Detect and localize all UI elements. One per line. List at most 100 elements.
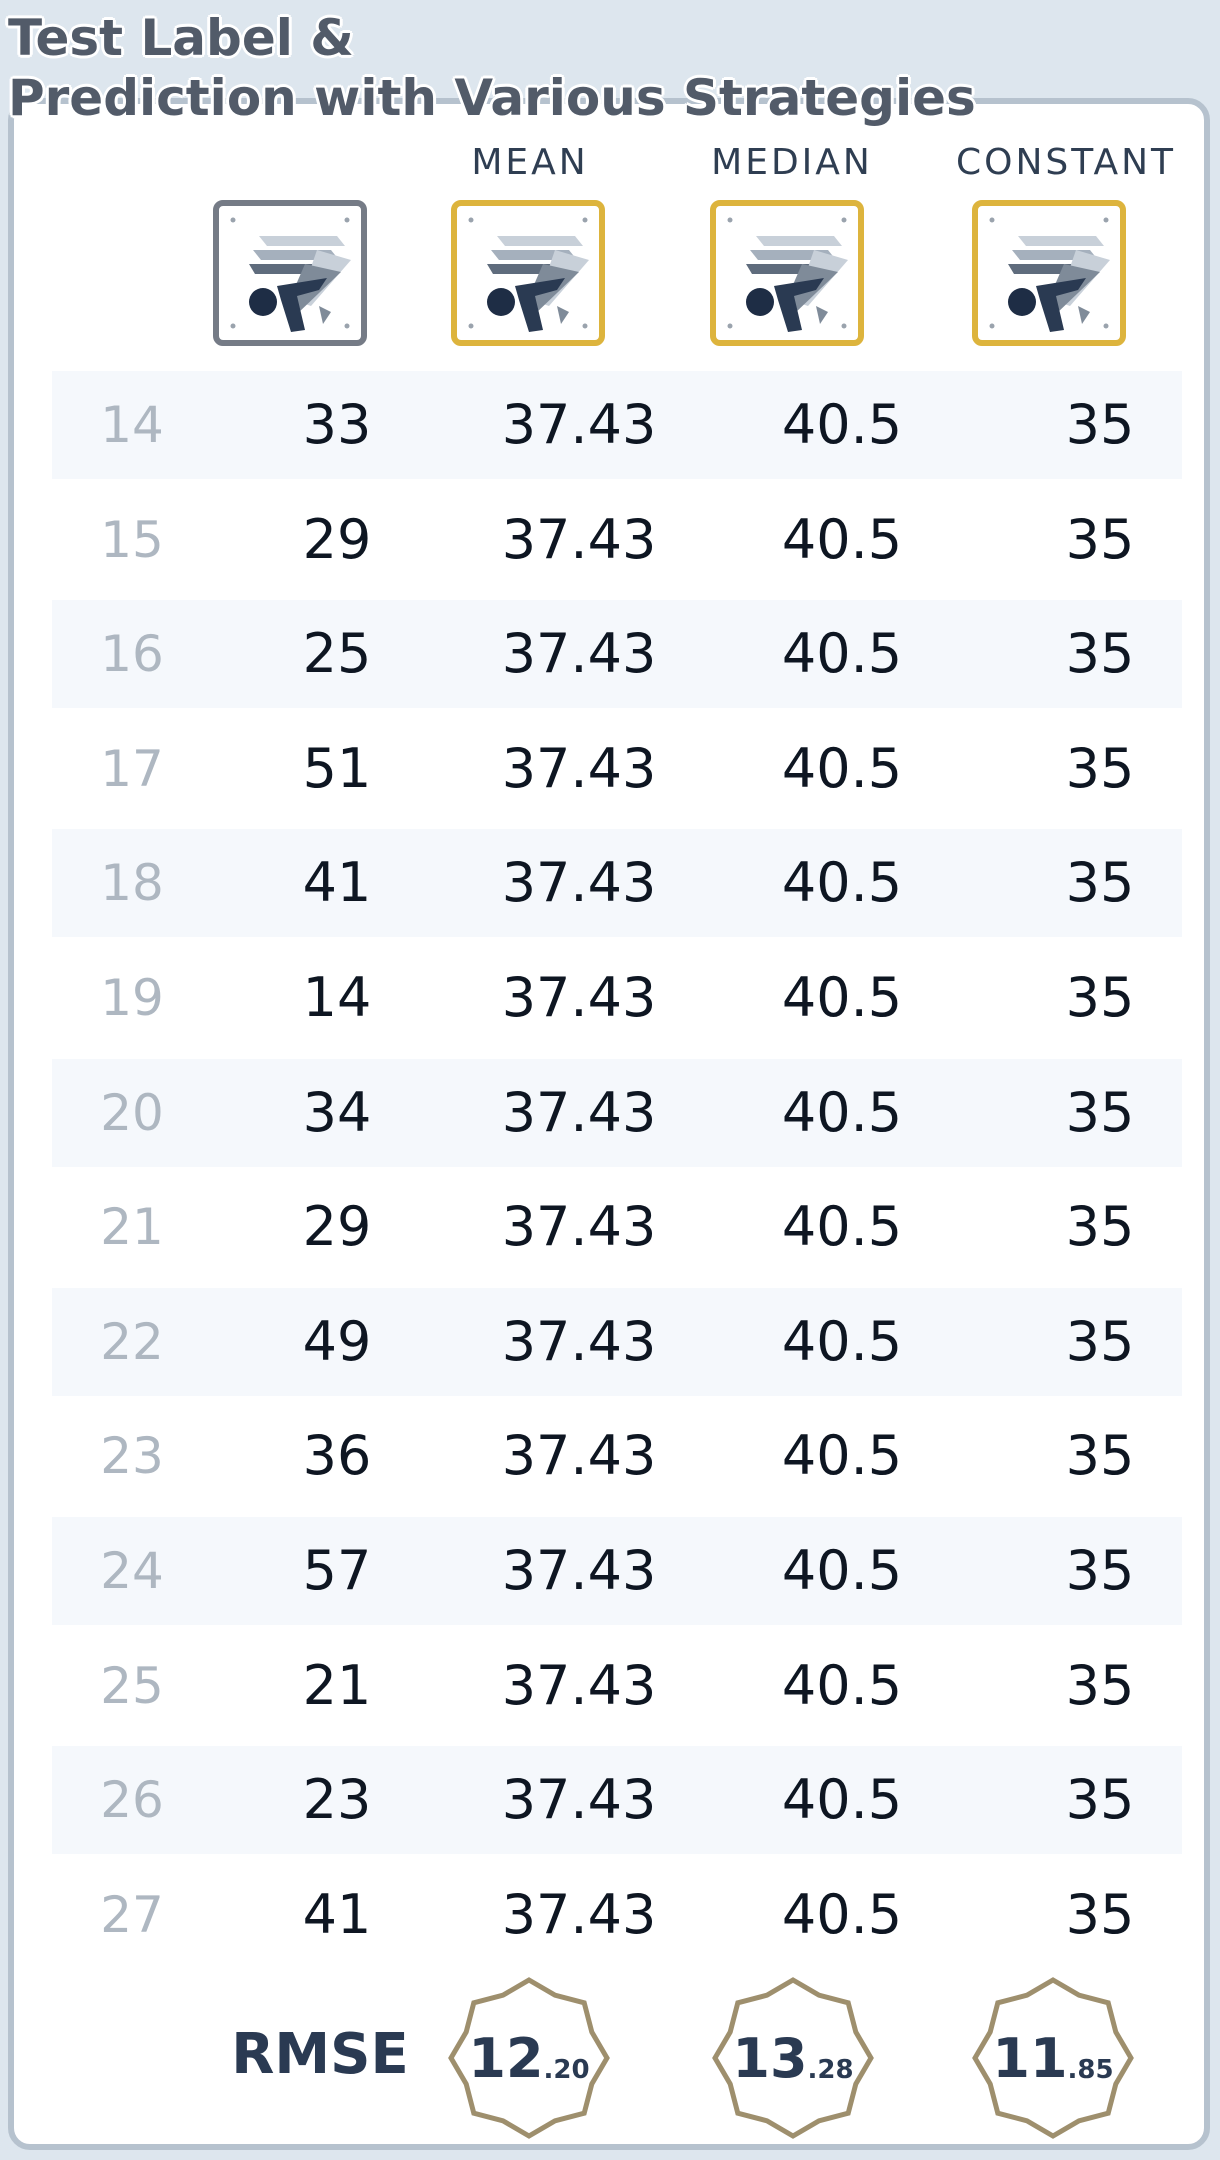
constant-value: 35 (1065, 507, 1135, 571)
test-label-value: 14 (302, 966, 372, 1029)
rmse-constant-dec: .85 (1067, 2055, 1114, 2085)
test-label-value: 36 (302, 1424, 372, 1488)
mean-value: 37.43 (501, 622, 657, 686)
median-value: 40.5 (781, 1424, 903, 1488)
rmse-median-dec: .28 (807, 2055, 854, 2085)
mean-value: 37.43 (501, 851, 657, 915)
constant-value: 35 (1065, 1653, 1135, 1717)
row-index: 25 (100, 1656, 164, 1715)
table-row: 24 57 37.43 40.5 35 (52, 1517, 1182, 1625)
row-index: 15 (100, 510, 164, 569)
mean-value: 37.43 (501, 1768, 657, 1832)
constant-value: 35 (1065, 1195, 1135, 1259)
constant-value: 35 (1065, 736, 1135, 800)
row-index: 26 (100, 1771, 164, 1830)
constant-value: 35 (1065, 1539, 1135, 1602)
table-row: 26 23 37.43 40.5 35 (52, 1746, 1182, 1855)
row-index: 16 (100, 625, 164, 684)
test-label-value: 34 (302, 1080, 372, 1144)
test-label-value: 25 (302, 622, 372, 686)
row-index: 27 (100, 1885, 164, 1944)
median-strategy-icon (710, 200, 864, 346)
regression-icon (230, 217, 351, 332)
title-line-2: Prediction with Various Strategies (8, 69, 976, 127)
test-label-value: 33 (302, 393, 372, 456)
test-label-value: 57 (302, 1539, 372, 1602)
median-value: 40.5 (781, 1653, 903, 1717)
mean-value: 37.43 (501, 1653, 657, 1717)
table-row: 27 41 37.43 40.5 35 (52, 1861, 1182, 1969)
rmse-median-int: 13 (732, 2026, 808, 2090)
table-row: 18 41 37.43 40.5 35 (52, 829, 1182, 938)
median-value: 40.5 (781, 851, 903, 915)
constant-value: 35 (1065, 1424, 1135, 1488)
column-header-constant: CONSTANT (956, 142, 1176, 183)
row-index: 22 (100, 1312, 164, 1371)
median-value: 40.5 (781, 507, 903, 571)
test-label-value: 41 (302, 851, 372, 915)
constant-value: 35 (1065, 1080, 1135, 1144)
rmse-mean-int: 12 (468, 2026, 544, 2090)
test-label-value: 51 (302, 736, 372, 800)
constant-value: 35 (1065, 622, 1135, 686)
test-label-value: 49 (302, 1309, 372, 1373)
constant-value: 35 (1065, 1882, 1135, 1946)
median-value: 40.5 (781, 1080, 903, 1144)
row-index: 14 (100, 396, 164, 454)
table-row: 22 49 37.43 40.5 35 (52, 1287, 1182, 1396)
mean-value: 37.43 (501, 1195, 657, 1259)
test-label-value: 21 (302, 1653, 372, 1717)
table-row: 20 34 37.43 40.5 35 (52, 1058, 1182, 1167)
median-value: 40.5 (781, 966, 903, 1029)
constant-value: 35 (1065, 393, 1135, 456)
median-value: 40.5 (781, 1195, 903, 1259)
row-index: 20 (100, 1083, 164, 1142)
mean-value: 37.43 (501, 736, 657, 800)
test-label-value: 41 (302, 1882, 372, 1946)
mean-value: 37.43 (501, 393, 657, 456)
median-value: 40.5 (781, 1539, 903, 1602)
regression-icon (989, 217, 1110, 332)
table-row: 15 29 37.43 40.5 35 (52, 486, 1182, 594)
column-header-median: MEDIAN (711, 142, 873, 183)
mean-strategy-icon (451, 200, 605, 346)
row-index: 18 (100, 854, 164, 913)
mean-value: 37.43 (501, 966, 657, 1029)
constant-value: 35 (1065, 1309, 1135, 1373)
median-value: 40.5 (781, 1882, 903, 1946)
test-label-icon (213, 200, 367, 346)
test-label-value: 29 (302, 1195, 372, 1259)
table-row: 25 21 37.43 40.5 35 (52, 1632, 1182, 1740)
page-title: Test Label & Prediction with Various Str… (8, 8, 976, 128)
row-index: 17 (100, 739, 164, 798)
column-header-mean: MEAN (471, 142, 589, 183)
rmse-badge-mean: 12.20 (446, 1975, 612, 2141)
regression-icon (727, 217, 848, 332)
constant-value: 35 (1065, 966, 1135, 1029)
title-line-1: Test Label & (8, 9, 354, 67)
rmse-constant-int: 11 (992, 2026, 1068, 2090)
table-row: 14 33 37.43 40.5 35 (52, 371, 1182, 479)
constant-strategy-icon (972, 200, 1126, 346)
rmse-badge-median: 13.28 (710, 1975, 876, 2141)
row-index: 24 (100, 1542, 164, 1600)
mean-value: 37.43 (501, 1309, 657, 1373)
constant-value: 35 (1065, 1768, 1135, 1832)
mean-value: 37.43 (501, 1539, 657, 1602)
regression-icon (468, 217, 589, 332)
rmse-label: RMSE (231, 2022, 409, 2087)
constant-value: 35 (1065, 851, 1135, 915)
table-row: 21 29 37.43 40.5 35 (52, 1173, 1182, 1281)
mean-value: 37.43 (501, 1080, 657, 1144)
rmse-mean-dec: .20 (543, 2055, 590, 2085)
row-index: 19 (100, 969, 164, 1027)
test-label-value: 29 (302, 507, 372, 571)
table-row: 17 51 37.43 40.5 35 (52, 715, 1182, 823)
median-value: 40.5 (781, 622, 903, 686)
rmse-badge-constant: 11.85 (970, 1975, 1136, 2141)
mean-value: 37.43 (501, 1882, 657, 1946)
test-label-value: 23 (302, 1768, 372, 1832)
row-index: 21 (100, 1198, 164, 1257)
median-value: 40.5 (781, 1309, 903, 1373)
table-row: 16 25 37.43 40.5 35 (52, 600, 1182, 709)
